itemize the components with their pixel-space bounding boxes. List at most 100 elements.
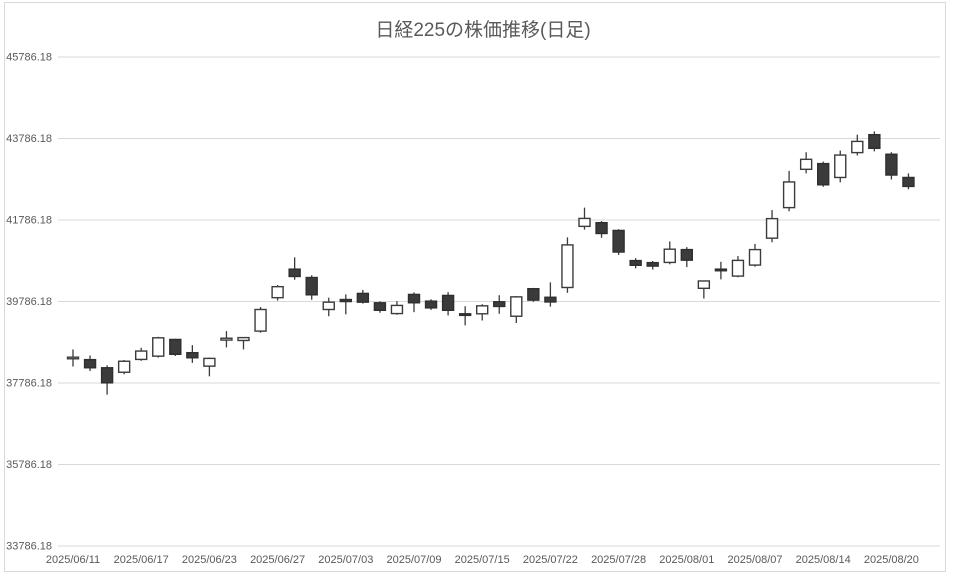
- candle-2025/07/31: [663, 241, 676, 265]
- candle-body: [817, 162, 830, 186]
- candle-2025/07/25: [595, 221, 608, 238]
- candle-2025/06/24: [220, 331, 233, 348]
- y-axis-tick-labels: 45786.18 43786.18 41786.18 39786.18 37786.18…: [6, 52, 52, 553]
- candle-2025/06/25: [237, 336, 250, 350]
- candle-2025/08/04: [697, 280, 711, 299]
- candle-2025/08/01: [680, 247, 693, 268]
- candle-2025/07/14: [458, 306, 472, 326]
- x-axis-tick-labels: 2025/06/11 2025/06/17 2025/06/23 2025/06/27…: [46, 554, 919, 566]
- candle-body: [390, 304, 404, 315]
- x-axis-tick-label: 2025/07/22: [523, 554, 578, 566]
- candle-body: [356, 292, 370, 303]
- candle-2025/07/15: [476, 304, 489, 321]
- candle-2025/08/07: [748, 243, 762, 267]
- candle-2025/07/30: [646, 261, 659, 270]
- candle-2025/06/30: [288, 257, 301, 280]
- candle-2025/07/10: [424, 299, 438, 310]
- candle-2025/08/05: [714, 261, 728, 280]
- y-axis-tick-label: 39786.18: [6, 296, 52, 308]
- candle-body: [663, 248, 676, 264]
- x-axis-tick-label: 2025/07/09: [386, 554, 441, 566]
- candle-body: [578, 217, 591, 228]
- candle-body: [595, 221, 608, 235]
- candle-2025/08/08: [765, 210, 779, 243]
- candle-body: [902, 176, 915, 188]
- candle-body: [134, 350, 148, 361]
- candle-2025/08/14: [817, 161, 830, 187]
- candle-body: [561, 244, 574, 289]
- candle-body: [834, 154, 847, 179]
- candle-2025/06/17: [134, 347, 148, 361]
- x-axis-tick-label: 2025/08/20: [864, 554, 919, 566]
- candle-body: [83, 358, 97, 369]
- candle-body: [339, 298, 352, 303]
- y-axis-tick-label: 41786.18: [6, 215, 52, 227]
- candle-2025/07/17: [510, 296, 523, 323]
- x-axis-tick-label: 2025/08/07: [727, 554, 782, 566]
- candle-2025/06/20: [186, 345, 199, 363]
- candle-2025/07/09: [407, 292, 421, 313]
- candle-2025/06/18: [152, 336, 165, 358]
- candle-body: [748, 248, 762, 266]
- y-axis-tick-label: 35786.18: [6, 459, 52, 471]
- candle-body: [237, 336, 250, 342]
- candle-2025/08/15: [834, 150, 847, 183]
- candle-body: [510, 296, 523, 317]
- chart-border: [4, 2, 946, 572]
- candle-2025/07/22: [544, 282, 557, 307]
- candle-2025/06/11: [66, 349, 80, 367]
- x-axis-tick-label: 2025/07/15: [455, 554, 510, 566]
- x-axis-tick-label: 2025/08/14: [796, 554, 851, 566]
- candle-body: [117, 360, 131, 373]
- x-axis-tick-label: 2025/07/28: [591, 554, 646, 566]
- candle-2025/06/23: [203, 357, 216, 377]
- candle-body: [220, 337, 233, 341]
- candle-body: [799, 158, 813, 171]
- candle-body: [203, 357, 216, 367]
- candle-2025/07/23: [561, 237, 574, 293]
- y-axis-tick-label: 43786.18: [6, 133, 52, 145]
- candle-2025/07/02: [322, 297, 335, 317]
- candle-body: [868, 133, 881, 150]
- x-axis-tick-label: 2025/06/11: [46, 554, 100, 566]
- candle-2025/07/03: [339, 294, 352, 315]
- candle-2025/08/12: [782, 170, 796, 212]
- candle-body: [493, 301, 506, 308]
- candle-2025/08/21: [902, 173, 915, 190]
- candle-2025/07/07: [373, 301, 387, 313]
- candle-2025/07/04: [356, 289, 370, 304]
- candle-2025/08/06: [731, 256, 745, 278]
- candle-2025/07/28: [612, 229, 625, 255]
- candle-body: [612, 229, 625, 253]
- x-axis-tick-label: 2025/06/23: [182, 554, 237, 566]
- candle-body: [424, 300, 438, 309]
- candle-body: [714, 268, 728, 272]
- candle-body: [322, 301, 335, 311]
- candle-2025/07/29: [629, 258, 642, 269]
- candle-body: [680, 248, 693, 261]
- candle-body: [288, 268, 301, 278]
- candle-2025/06/27: [271, 285, 284, 301]
- candle-body: [152, 337, 165, 357]
- candle-body: [305, 276, 318, 296]
- candle-2025/07/24: [578, 207, 591, 230]
- candle-body: [527, 288, 540, 301]
- candle-body: [782, 181, 796, 209]
- y-axis-tick-label: 37786.18: [6, 378, 52, 390]
- candle-body: [407, 293, 421, 304]
- candle-body: [373, 302, 387, 312]
- candle-body: [100, 367, 114, 384]
- candles-group: [66, 131, 915, 395]
- candle-2025/07/11: [441, 292, 455, 316]
- candle-2025/07/08: [390, 301, 404, 315]
- x-axis-tick-label: 2025/07/03: [318, 554, 373, 566]
- candle-2025/08/20: [885, 152, 898, 180]
- gridlines-group: [58, 56, 940, 547]
- candle-body: [169, 338, 182, 356]
- y-axis-tick-label: 45786.18: [6, 52, 52, 64]
- candle-2025/06/12: [83, 355, 97, 372]
- candle-2025/08/19: [868, 131, 881, 152]
- chart-title: 日経225の株価推移(日足): [375, 19, 590, 41]
- candle-body: [544, 296, 557, 303]
